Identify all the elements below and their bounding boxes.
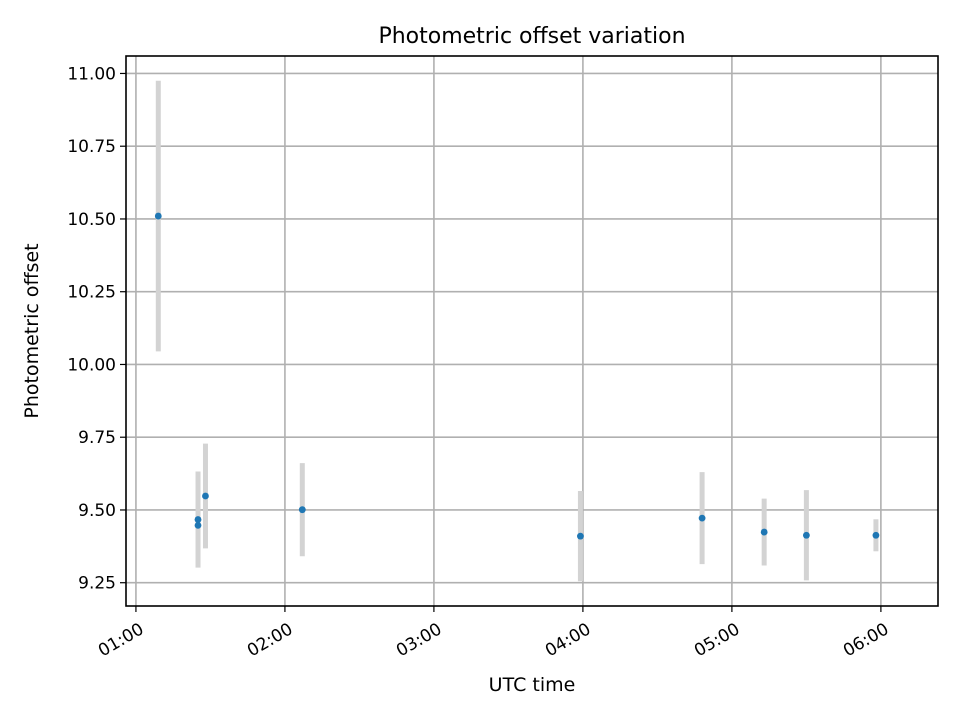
data-points xyxy=(154,212,880,540)
data-point xyxy=(194,516,202,523)
y-tick-label: 10.25 xyxy=(67,283,116,303)
plot-frame xyxy=(125,55,939,607)
y-tick-label: 10.00 xyxy=(67,355,116,375)
data-point xyxy=(802,531,810,539)
y-tick-label: 10.50 xyxy=(67,210,116,230)
chart-title: Photometric offset variation xyxy=(378,24,685,49)
data-point xyxy=(872,531,880,539)
data-point xyxy=(202,492,209,500)
data-point xyxy=(698,514,706,522)
data-point xyxy=(154,212,162,220)
y-axis-ticks: 9.25 9.50 9.75 10.00 10.25 10.50 10.75 11.00 xyxy=(67,64,126,594)
data-point xyxy=(577,532,584,540)
y-tick-label: 9.50 xyxy=(78,501,116,521)
y-tick-label: 9.25 xyxy=(78,574,116,594)
data-point xyxy=(298,506,306,514)
data-point xyxy=(194,521,202,529)
y-tick-label: 11.00 xyxy=(67,64,116,84)
x-axis-label: UTC time xyxy=(489,674,576,696)
y-tick-label: 10.75 xyxy=(67,137,116,157)
data-point xyxy=(760,528,768,536)
y-tick-label: 9.75 xyxy=(78,428,116,448)
grid xyxy=(126,56,938,606)
y-axis-label: Photometric offset xyxy=(21,243,43,418)
